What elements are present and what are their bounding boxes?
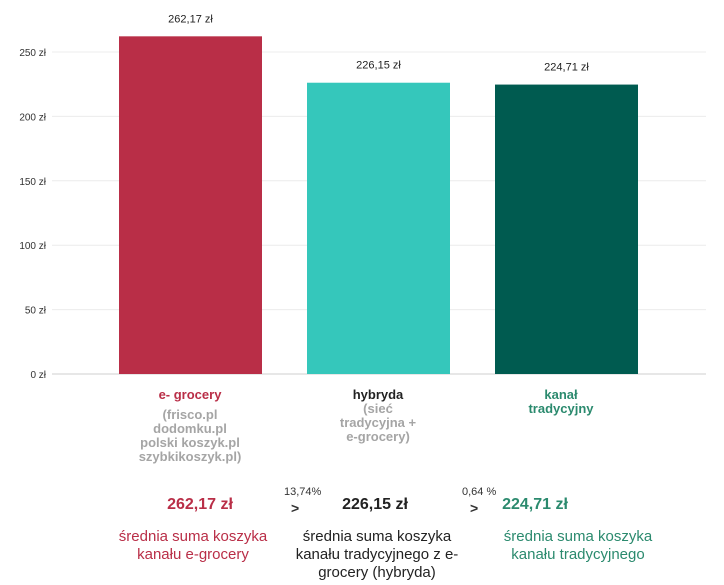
diff-percent-2: 0,64 % (462, 486, 497, 498)
category-label-egrocery: e- grocery (frisco.pl dodomku.pl polski k… (138, 387, 242, 464)
summary-desc-egrocery: średnia suma koszyka kanału e-grocery (118, 528, 268, 563)
summary-desc-tradycyjny: średnia suma koszyka kanału tradycyjnego (503, 528, 653, 563)
y-tick-label: 200 zł (19, 112, 46, 123)
bar-value-label: 262,17 zł (168, 13, 213, 25)
y-tick-label: 250 zł (19, 48, 46, 59)
summary-desc-hybryda: średnia suma koszyka kanału tradycyjnego… (295, 528, 459, 581)
diff-percent-1: 13,74% (284, 486, 322, 498)
y-tick-label: 0 zł (30, 370, 46, 381)
y-tick-label: 100 zł (19, 241, 46, 252)
summary-value-hybryda: 226,15 zł (342, 496, 408, 513)
greater-than-1: > (291, 500, 300, 516)
greater-than-2: > (470, 500, 479, 516)
bar-0 (119, 36, 262, 374)
bar-value-label: 224,71 zł (544, 62, 589, 74)
category-label-tradycyjny: kanał tradycyjny (528, 387, 594, 416)
summary-value-tradycyjny: 224,71 zł (502, 496, 568, 513)
bar-1 (307, 82, 450, 374)
summary-value-egrocery: 262,17 zł (167, 496, 233, 513)
bar-value-label: 226,15 zł (356, 60, 401, 72)
category-label-hybryda: hybryda (sieć tradycyjna + e-grocery) (339, 387, 417, 444)
bar-chart: 0 zł 50 zł 100 zł 150 zł 200 zł 250 zł 262,17 … (19, 13, 706, 381)
bar-2 (495, 84, 638, 374)
y-tick-label: 50 zł (25, 306, 47, 317)
y-tick-label: 150 zł (19, 177, 46, 188)
